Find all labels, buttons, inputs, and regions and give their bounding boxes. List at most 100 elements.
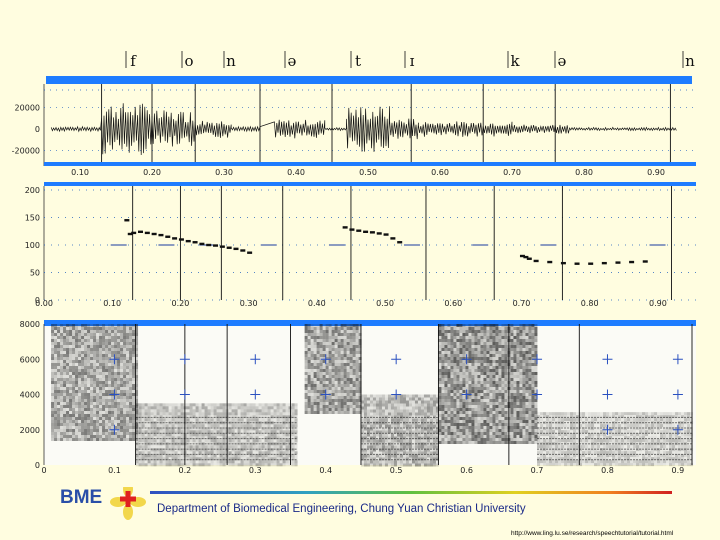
spectrogram-cell	[117, 399, 121, 402]
spectrogram-cell	[240, 409, 244, 413]
spectrogram-cell	[282, 454, 286, 458]
spectrogram-cell	[417, 451, 421, 455]
spectrogram-cell	[340, 324, 344, 327]
spectrogram-cell	[201, 448, 205, 452]
spectrogram-cell	[132, 384, 136, 387]
spectrogram-cell	[372, 400, 376, 404]
spectrogram-cell	[543, 427, 547, 431]
spectrogram-cell	[435, 409, 439, 413]
spectrogram-cell	[138, 457, 142, 461]
spectrogram-cell	[144, 424, 148, 428]
spectrogram-cell	[483, 396, 487, 399]
spectrogram-cell	[213, 412, 217, 416]
spectrogram-cell	[402, 451, 406, 455]
spectrogram-cell	[138, 424, 142, 428]
spectrogram-cell	[474, 348, 478, 351]
spectrogram-cell	[60, 435, 64, 438]
spectrogram-cell	[474, 441, 478, 444]
spectrogram-cell	[384, 406, 388, 410]
spectrogram-cell	[444, 366, 448, 369]
spectrogram-cell	[78, 360, 82, 363]
spectrogram-cell	[334, 357, 338, 360]
spectrogram-cell	[267, 448, 271, 452]
spectrogram-cell	[432, 394, 436, 398]
spectrogram-cell	[316, 348, 320, 351]
spectrogram-cell	[174, 424, 178, 428]
spectrogram-cell	[87, 417, 91, 420]
spectrogram-cell	[165, 430, 169, 434]
spectrogram-cell	[63, 435, 67, 438]
spectrogram-cell	[285, 418, 289, 422]
spectrogram-cell	[420, 463, 424, 467]
spectrogram-cell	[423, 400, 427, 404]
spectrogram-cell	[459, 330, 463, 333]
spectrogram-cell	[105, 387, 109, 390]
spectrogram-cell	[435, 400, 439, 404]
spectrogram-cell	[504, 414, 508, 417]
spectrogram-cell	[234, 460, 238, 464]
spectrogram-cell	[468, 441, 472, 444]
spectrogram-cell	[316, 405, 320, 408]
spectrogram-cell	[343, 399, 347, 402]
spectrogram-cell	[531, 435, 535, 438]
spectrogram-cell	[276, 406, 280, 410]
spectrogram-cell	[438, 375, 442, 378]
spectrogram-cell	[267, 463, 271, 467]
spectrogram-cell	[340, 366, 344, 369]
spectrogram-cell	[69, 429, 73, 432]
spectrogram-cell	[352, 354, 356, 357]
spectrogram-cell	[231, 415, 235, 419]
spectrogram-cell	[304, 327, 308, 330]
spectrogram-cell	[313, 327, 317, 330]
spectrogram-cell	[201, 460, 205, 464]
spectrogram-cell	[477, 354, 481, 357]
spectrogram-cell	[234, 445, 238, 449]
spectrogram-cell	[414, 406, 418, 410]
spectrogram-cell	[405, 400, 409, 404]
pitch-point	[601, 261, 607, 265]
spectrogram-cell	[537, 445, 541, 449]
spectrogram-cell	[319, 363, 323, 366]
spectrogram-cell	[483, 372, 487, 375]
spectrogram-cell	[495, 420, 499, 423]
spectrogram-cell	[66, 348, 70, 351]
spectrogram-cell	[120, 357, 124, 360]
spectrogram-cell	[438, 417, 442, 420]
spectrogram-cell	[486, 441, 490, 444]
spectrogram-cell	[531, 351, 535, 354]
spectrogram-cell	[84, 405, 88, 408]
spectrogram-cell	[471, 357, 475, 360]
spectrogram-cell	[153, 403, 157, 407]
spectrogram-cell	[310, 324, 314, 327]
spectrogram-cell	[117, 390, 121, 393]
spectrogram-cell	[432, 439, 436, 443]
spectrogram-cell	[240, 460, 244, 464]
spectrogram-cell	[78, 432, 82, 435]
spectrogram-cell	[378, 445, 382, 449]
spectrogram-cell	[516, 423, 520, 426]
spectrogram-cell	[384, 454, 388, 458]
spectrogram-cell	[510, 387, 514, 390]
spectrogram-cell	[310, 342, 314, 345]
spectrogram-cell	[423, 448, 427, 452]
spectrogram-cell	[468, 378, 472, 381]
spectrogram-cell	[144, 415, 148, 419]
spectrogram-cell	[381, 427, 385, 431]
spectrogram-cell	[189, 418, 193, 422]
spectrogram-cell	[322, 354, 326, 357]
spectrogram-cell	[108, 324, 112, 327]
spectrogram-cell	[456, 372, 460, 375]
spectrogram-cell	[237, 448, 241, 452]
spectrogram-cell	[495, 432, 499, 435]
spectrogram-cell	[462, 327, 466, 330]
spectrogram-cell	[492, 426, 496, 429]
spectrogram-cell	[522, 414, 526, 417]
spectrogram-cell	[355, 372, 359, 375]
spectrogram-cell	[99, 396, 103, 399]
spectrogram-cell	[111, 345, 115, 348]
spectrogram-cell	[516, 408, 520, 411]
spectrogram-cell	[222, 427, 226, 431]
spectrogram-cell	[123, 369, 127, 372]
spectrogram-cell	[313, 372, 317, 375]
spectrogram-cell	[192, 409, 196, 413]
